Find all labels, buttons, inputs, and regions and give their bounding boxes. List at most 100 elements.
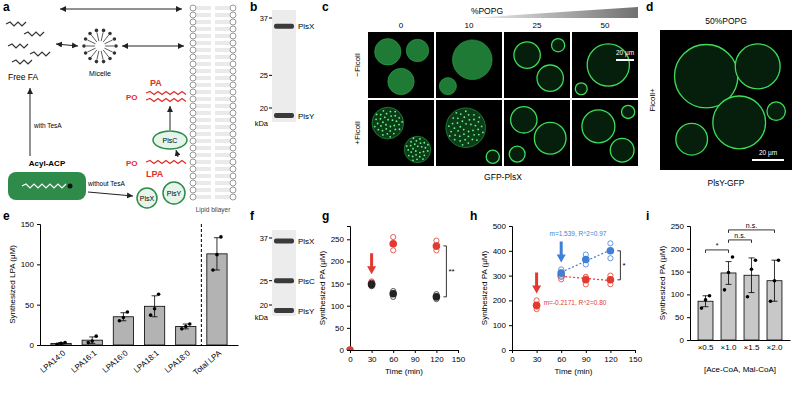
speckle bbox=[468, 136, 470, 138]
tick-mark bbox=[586, 350, 587, 353]
micelle-tail bbox=[87, 40, 95, 44]
tick-label: 120 bbox=[430, 355, 444, 364]
tick-mark bbox=[415, 350, 416, 353]
arrow bbox=[170, 106, 171, 130]
speckle bbox=[394, 111, 396, 113]
label: GFP-PlsX bbox=[484, 172, 522, 182]
replicate-point bbox=[63, 341, 67, 345]
lipid-head bbox=[230, 89, 236, 95]
enzyme bbox=[163, 182, 185, 204]
fit-line bbox=[561, 250, 610, 272]
tick-label: 0 bbox=[30, 341, 35, 350]
tick-label: 500 bbox=[493, 222, 507, 231]
vesicle bbox=[552, 39, 565, 52]
band bbox=[274, 113, 294, 118]
vesicle bbox=[735, 44, 780, 89]
lipid-head bbox=[230, 96, 236, 102]
speckle bbox=[420, 142, 422, 144]
vesicle bbox=[406, 39, 428, 61]
lipid-tail bbox=[196, 91, 230, 93]
lipid-head bbox=[190, 89, 196, 95]
tick: 50 bbox=[675, 313, 690, 322]
label: Micelle bbox=[89, 70, 111, 77]
error-bar bbox=[726, 262, 732, 285]
mean-point bbox=[368, 280, 376, 288]
panel-label: g bbox=[322, 209, 329, 223]
gradient-wedge bbox=[470, 7, 638, 18]
error-bar bbox=[120, 313, 126, 321]
lipid-tail bbox=[196, 7, 230, 9]
speckle bbox=[473, 119, 475, 121]
tick-mark bbox=[347, 239, 350, 240]
arrow bbox=[60, 9, 182, 10]
speckle bbox=[468, 131, 470, 133]
speckle bbox=[457, 130, 459, 132]
column-label: 50 bbox=[601, 21, 610, 30]
micelle-head bbox=[95, 29, 99, 33]
micelle-head bbox=[113, 51, 117, 55]
micrograph bbox=[660, 30, 792, 170]
vesicle bbox=[404, 136, 430, 162]
label: Acyl-ACP bbox=[29, 159, 66, 168]
tick-label: LPA16:1 bbox=[70, 348, 99, 375]
tick: Total LPA bbox=[192, 345, 224, 377]
chain bbox=[30, 52, 50, 56]
tick: LPA18:0 bbox=[163, 345, 192, 375]
tick: 120 bbox=[430, 350, 444, 364]
micelle-tail bbox=[86, 46, 95, 47]
speckle bbox=[453, 127, 455, 129]
lipid-head bbox=[230, 75, 236, 81]
tick: 0 bbox=[348, 350, 353, 364]
tick-mark bbox=[37, 264, 40, 265]
panel-label: a bbox=[3, 0, 10, 14]
label: 50%POPG bbox=[705, 16, 747, 26]
lipid-tail bbox=[196, 77, 230, 79]
speckle bbox=[401, 121, 403, 123]
micelle-head bbox=[88, 57, 92, 61]
tick-mark bbox=[458, 350, 459, 353]
speckle bbox=[412, 148, 414, 150]
band-label: PlsX bbox=[298, 237, 315, 246]
micelle-tail bbox=[103, 35, 109, 42]
speckle bbox=[392, 119, 394, 121]
mean-point bbox=[433, 242, 441, 250]
speckle bbox=[419, 152, 421, 154]
mean-point bbox=[368, 281, 376, 289]
significance-label: n.s. bbox=[734, 232, 745, 239]
error-bar bbox=[183, 324, 189, 329]
speckle bbox=[384, 116, 386, 118]
tick-mark bbox=[37, 345, 40, 346]
tick-mark bbox=[687, 249, 690, 250]
lipid-tail bbox=[196, 175, 230, 177]
tick-label: LPA18:0 bbox=[163, 348, 192, 375]
tick-mark bbox=[509, 350, 512, 351]
speckle bbox=[468, 114, 470, 116]
significance-label: * bbox=[622, 261, 625, 270]
speckle bbox=[468, 119, 470, 121]
tick: 150 bbox=[629, 350, 643, 364]
lipid-head bbox=[230, 12, 236, 18]
mean-point bbox=[346, 346, 354, 350]
tick-label: Total LPA bbox=[192, 348, 224, 377]
chain bbox=[24, 32, 44, 36]
tick-label: 150 bbox=[331, 280, 345, 289]
marker-tick bbox=[269, 305, 272, 306]
vesicle bbox=[372, 107, 404, 139]
tick-mark bbox=[372, 350, 373, 353]
significance-label: * bbox=[716, 242, 719, 249]
speckle bbox=[386, 113, 388, 115]
tick: 30 bbox=[533, 350, 542, 364]
panel-label: i bbox=[646, 209, 649, 223]
lipid-head bbox=[230, 26, 236, 32]
tick-label: 30 bbox=[533, 355, 542, 364]
fit-label: m=-0.2171, R^2=0.80 bbox=[544, 299, 607, 306]
lipid-tail bbox=[196, 105, 230, 107]
lipid-tail bbox=[196, 28, 230, 30]
speckle bbox=[454, 134, 456, 136]
lipid-tail bbox=[196, 14, 230, 16]
speckle bbox=[464, 139, 466, 141]
lipid-head bbox=[230, 152, 236, 158]
band bbox=[274, 278, 294, 283]
significance-bracket bbox=[729, 240, 752, 243]
tick: 0 bbox=[30, 341, 40, 350]
